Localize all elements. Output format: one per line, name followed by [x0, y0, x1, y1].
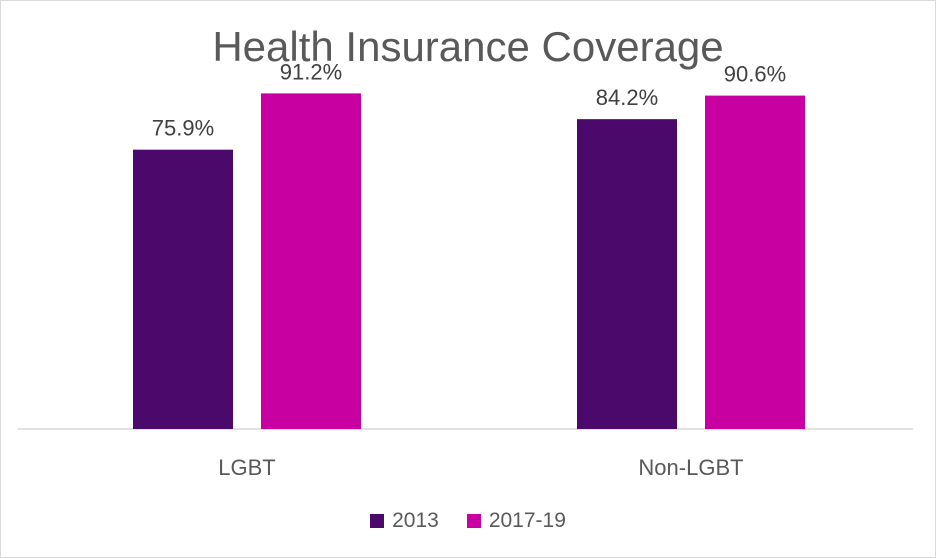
bar-non-lgbt-2017-19 — [705, 95, 805, 429]
legend-swatch-2017-19 — [466, 514, 481, 528]
bar-group — [133, 93, 805, 430]
legend-item-2017-19: 2017-19 — [466, 509, 566, 533]
bar-lgbt-2017-19 — [261, 93, 361, 429]
data-label-lgbt-2013: 75.9% — [152, 116, 214, 141]
legend-label-2013: 2013 — [392, 509, 439, 532]
bar-lgbt-2013 — [133, 149, 233, 430]
legend-item-2013: 2013 — [370, 509, 439, 533]
category-label-non-lgbt: Non-LGBT — [638, 455, 743, 480]
label-group: 75.9% 91.2% LGBT 84.2% 90.6% Non-LGBT — [152, 59, 786, 480]
legend: 2013 2017-19 — [1, 509, 935, 533]
bar-non-lgbt-2013 — [577, 119, 677, 430]
legend-label-2017-19: 2017-19 — [488, 509, 566, 532]
data-label-lgbt-2017-19: 91.2% — [280, 59, 342, 84]
legend-swatch-2013 — [370, 514, 385, 528]
chart-title: Health Insurance Coverage — [212, 23, 724, 70]
data-label-non-lgbt-2017-19: 90.6% — [724, 62, 786, 87]
data-label-non-lgbt-2013: 84.2% — [596, 85, 658, 110]
category-label-lgbt: LGBT — [218, 455, 275, 480]
